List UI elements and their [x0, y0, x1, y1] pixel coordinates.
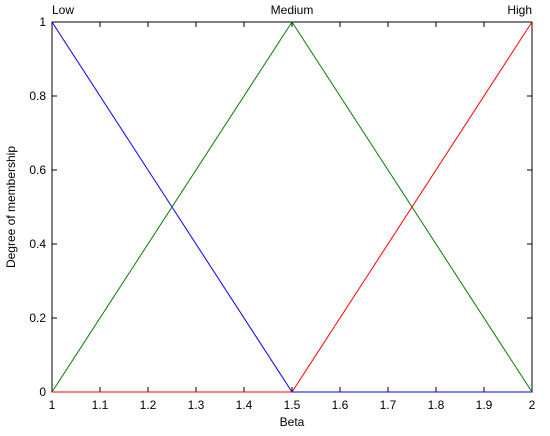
- x-axis-label: Beta: [280, 415, 305, 429]
- series-label-high: High: [507, 3, 532, 17]
- x-tick-label: 1.5: [284, 398, 301, 412]
- series-label-low: Low: [52, 3, 74, 17]
- y-tick-label: 0.2: [29, 311, 46, 325]
- x-tick-label: 1.2: [140, 398, 157, 412]
- x-tick-label: 1.4: [236, 398, 253, 412]
- x-tick-label: 1.3: [188, 398, 205, 412]
- x-axis: 1 1.1 1.2 1.3 1.4 1.5 1.6 1.7 1.8 1.9 2: [49, 22, 536, 412]
- x-tick-label: 1.8: [428, 398, 445, 412]
- x-tick-label: 1: [49, 398, 56, 412]
- x-tick-label: 1.7: [380, 398, 397, 412]
- series-line-high: [52, 21, 533, 393]
- series-labels: Low Medium High: [52, 3, 532, 17]
- y-tick-label: 0: [39, 385, 46, 399]
- y-tick-label: 0.4: [29, 237, 46, 251]
- series-label-medium: Medium: [271, 3, 314, 17]
- series-line-medium: [51, 21, 533, 393]
- y-tick-label: 1: [39, 15, 46, 29]
- x-tick-label: 2: [529, 398, 536, 412]
- x-tick-label: 1.1: [92, 398, 109, 412]
- y-tick-label: 0.6: [29, 163, 46, 177]
- x-tick-label: 1.6: [332, 398, 349, 412]
- series-lines: [51, 21, 533, 393]
- x-tick-label: 1.9: [476, 398, 493, 412]
- y-tick-label: 0.8: [29, 89, 46, 103]
- y-axis-label: Degree of membership: [4, 146, 18, 268]
- plot-area: [51, 21, 533, 393]
